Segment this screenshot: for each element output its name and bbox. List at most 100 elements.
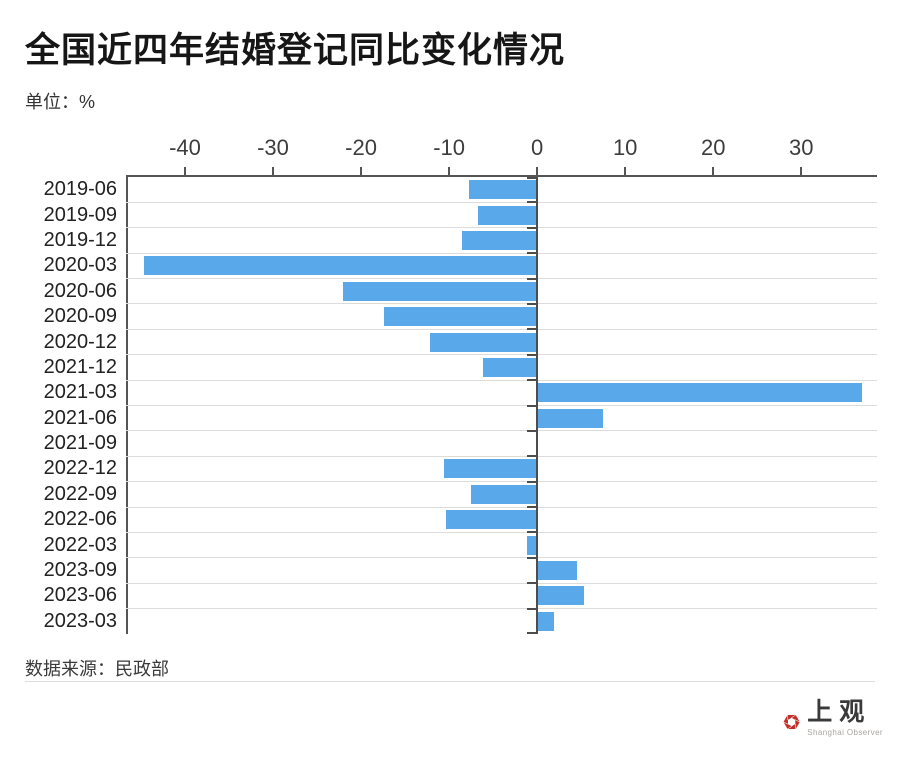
y-axis-label: 2022-12 <box>43 457 117 480</box>
gridline <box>126 481 877 483</box>
y-axis-label: 2022-03 <box>43 533 117 556</box>
zero-axis-tick <box>527 480 537 483</box>
y-axis-label: 2022-06 <box>43 508 117 531</box>
x-axis-tick <box>536 167 539 177</box>
gridline <box>126 278 877 280</box>
gridline <box>126 582 877 584</box>
bar <box>526 535 538 555</box>
y-axis-label: 2020-09 <box>43 305 117 328</box>
bar <box>537 611 554 631</box>
zero-axis-tick <box>527 302 537 305</box>
x-axis-tick-label: 30 <box>789 135 814 160</box>
logo-hexagon-inner <box>787 717 796 727</box>
data-source-label: 数据来源：民政部 <box>25 659 169 679</box>
x-axis-line <box>126 175 877 177</box>
gridline <box>126 557 877 559</box>
bar <box>537 586 584 606</box>
bar <box>537 561 577 581</box>
x-axis-tick-label: 20 <box>700 135 726 160</box>
chart-title: 全国近四年结婚登记同比变化情况 <box>25 31 566 70</box>
bar <box>143 256 538 276</box>
zero-axis-tick <box>527 607 537 610</box>
x-axis-tick <box>712 167 715 177</box>
zero-axis-tick <box>527 353 537 356</box>
y-axis-label: 2019-06 <box>43 178 117 201</box>
y-axis-label: 2019-09 <box>43 203 117 226</box>
x-axis-tick <box>272 167 275 177</box>
y-axis-label: 2020-12 <box>43 330 117 353</box>
bar <box>446 510 538 530</box>
logo-name: 上观 <box>807 699 872 726</box>
x-axis-tick <box>624 167 627 177</box>
zero-axis-tick <box>527 429 537 432</box>
gridline <box>126 430 877 432</box>
y-axis-label: 2020-03 <box>43 254 117 277</box>
unit-label: 单位：% <box>25 92 96 112</box>
zero-axis-tick <box>527 582 537 585</box>
bar <box>478 205 538 225</box>
y-axis-label: 2019-12 <box>43 228 117 251</box>
x-axis-tick-label: 10 <box>612 135 638 160</box>
y-axis-label: 2022-09 <box>43 482 117 505</box>
shanghai-observer-logo: 上观 Shanghai Observer <box>783 700 883 748</box>
plot-area: -40 -30 -20 -10 0 10 20 30 <box>126 135 877 634</box>
footer-divider <box>25 681 875 682</box>
bar <box>471 484 538 504</box>
y-axis-label: 2021-06 <box>43 406 117 429</box>
x-axis-tick-label: -20 <box>345 135 377 160</box>
bar <box>537 408 604 428</box>
y-axis-label: 2020-06 <box>43 279 117 302</box>
zero-axis-tick <box>527 252 537 255</box>
gridline <box>126 405 877 406</box>
y-axis-label: 2023-06 <box>43 584 117 607</box>
logo-subtitle: Shanghai Observer <box>807 728 883 737</box>
y-axis-label: 2021-12 <box>43 355 117 378</box>
zero-axis-tick <box>527 277 537 280</box>
zero-axis-tick <box>527 201 537 204</box>
zero-axis-tick <box>527 506 537 509</box>
y-axis-label: 2021-09 <box>43 432 117 455</box>
zero-axis-tick <box>527 404 537 407</box>
gridline <box>126 328 877 330</box>
zero-axis-tick <box>527 455 537 458</box>
gridline <box>126 506 877 508</box>
y-axis-labels: 2019-06 2019-09 2019-12 2020-03 2020-06 2020-… <box>0 177 117 634</box>
x-axis-tick <box>360 167 363 177</box>
gridline <box>126 201 877 203</box>
x-axis-tick <box>448 167 451 177</box>
x-axis-tick-label: -10 <box>433 135 465 160</box>
gridline <box>126 227 877 229</box>
bar <box>443 459 538 479</box>
gridline <box>126 455 877 457</box>
zero-axis-tick <box>527 177 537 179</box>
bar <box>483 357 538 377</box>
gridline <box>126 303 877 305</box>
gridline <box>126 608 877 610</box>
zero-axis-tick <box>527 226 537 229</box>
gridline <box>126 252 877 254</box>
gridline <box>126 379 877 381</box>
shutter-hexagon-icon <box>783 714 800 730</box>
zero-axis-tick <box>527 379 537 382</box>
bar <box>469 180 538 200</box>
bar <box>429 332 538 352</box>
bar <box>342 281 538 301</box>
x-axis-tick-label: -30 <box>257 135 289 160</box>
gridline <box>126 531 877 533</box>
y-axis-label: 2023-09 <box>43 559 117 582</box>
zero-axis-tick <box>527 328 537 331</box>
zero-axis-tick <box>527 556 537 559</box>
x-axis-tick <box>183 167 186 177</box>
x-axis-tick <box>800 167 803 177</box>
gridline <box>126 354 877 356</box>
zero-axis-tick <box>527 531 537 534</box>
bar <box>383 307 538 327</box>
x-axis-tick-label: 0 <box>531 135 544 160</box>
bar <box>537 383 863 403</box>
y-axis-label: 2023-03 <box>43 609 117 632</box>
zero-baseline <box>536 177 539 634</box>
y-axis-label: 2021-03 <box>43 381 117 404</box>
x-axis-tick-label: -40 <box>169 135 201 160</box>
zero-axis-tick <box>527 632 537 634</box>
bar <box>462 230 538 250</box>
